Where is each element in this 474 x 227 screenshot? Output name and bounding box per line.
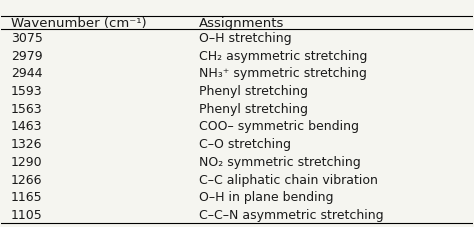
Text: 1326: 1326 [11,138,42,151]
Text: 1563: 1563 [11,102,43,115]
Text: COO– symmetric bending: COO– symmetric bending [199,120,359,133]
Text: C–O stretching: C–O stretching [199,138,292,151]
Text: NH₃⁺ symmetric stretching: NH₃⁺ symmetric stretching [199,67,367,80]
Text: 1165: 1165 [11,190,43,203]
Text: O–H in plane bending: O–H in plane bending [199,190,334,203]
Text: 2979: 2979 [11,49,43,62]
Text: Wavenumber (cm⁻¹): Wavenumber (cm⁻¹) [11,17,146,30]
Text: 1593: 1593 [11,85,43,98]
Text: CH₂ asymmetric stretching: CH₂ asymmetric stretching [199,49,368,62]
Text: Phenyl stretching: Phenyl stretching [199,102,308,115]
Text: Assignments: Assignments [199,17,285,30]
Text: Phenyl stretching: Phenyl stretching [199,85,308,98]
Text: 1290: 1290 [11,155,43,168]
Text: NO₂ symmetric stretching: NO₂ symmetric stretching [199,155,361,168]
Text: C–C aliphatic chain vibration: C–C aliphatic chain vibration [199,173,378,186]
Text: 1463: 1463 [11,120,42,133]
Text: 1266: 1266 [11,173,42,186]
Text: O–H stretching: O–H stretching [199,32,292,45]
Text: 1105: 1105 [11,208,43,221]
Text: 3075: 3075 [11,32,43,45]
Text: C–C–N asymmetric stretching: C–C–N asymmetric stretching [199,208,384,221]
Text: 2944: 2944 [11,67,42,80]
